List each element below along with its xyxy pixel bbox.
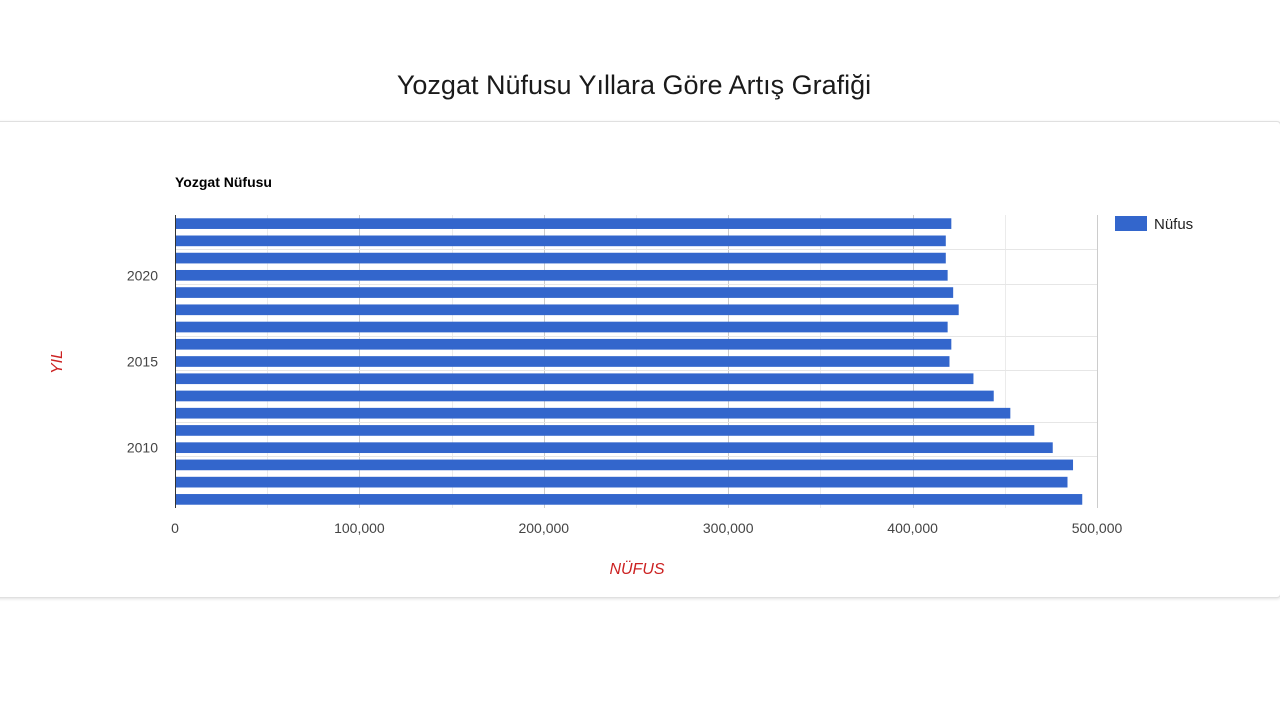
bar-2021 [175,252,946,264]
x-tick-label: 200,000 [518,520,569,536]
bar-2010 [175,442,1053,454]
page-title: Yozgat Nüfusu Yıllara Göre Artış Grafiği [396,70,872,100]
bar-2018 [175,304,959,316]
bar-2017 [175,321,948,333]
x-tick-label: 300,000 [703,520,754,536]
x-tick-label: 400,000 [887,520,938,536]
x-tick-label: 100,000 [334,520,385,536]
x-axis-label: NÜFUS [609,560,664,578]
bar-2009 [175,459,1074,471]
y-tick-label: 2020 [127,267,158,283]
bar-2012 [175,407,1011,419]
bar-2013 [175,390,994,402]
bar-2016 [175,338,952,350]
bar-2023 [175,218,952,229]
legend: Nüfus [1115,216,1193,233]
y-axis-label: YIL [49,350,66,374]
legend-swatch [1115,216,1147,231]
chart-title: Yozgat Nüfusu [175,174,272,190]
bar-2011 [175,425,1035,436]
bar-2015 [175,356,950,367]
chart-bars [175,218,1083,505]
bar-2022 [175,235,946,247]
bar-2008 [175,476,1068,488]
legend-label: Nüfus [1154,216,1193,233]
y-tick-label: 2010 [127,440,158,456]
x-tick-label: 0 [171,520,179,536]
bar-2019 [175,287,954,298]
bar-2014 [175,373,974,385]
bar-2020 [175,269,948,281]
y-tick-label: 2015 [127,354,158,370]
y-axis-ticks: 2020 2015 2010 [127,267,158,455]
x-axis-ticks: 0 100,000 200,000 300,000 400,000 500,000 [171,520,1122,536]
x-tick-label: 500,000 [1072,520,1123,536]
bar-2007 [175,494,1083,505]
